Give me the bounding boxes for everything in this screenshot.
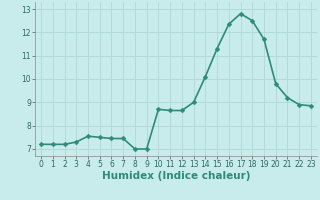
X-axis label: Humidex (Indice chaleur): Humidex (Indice chaleur) (102, 171, 250, 181)
